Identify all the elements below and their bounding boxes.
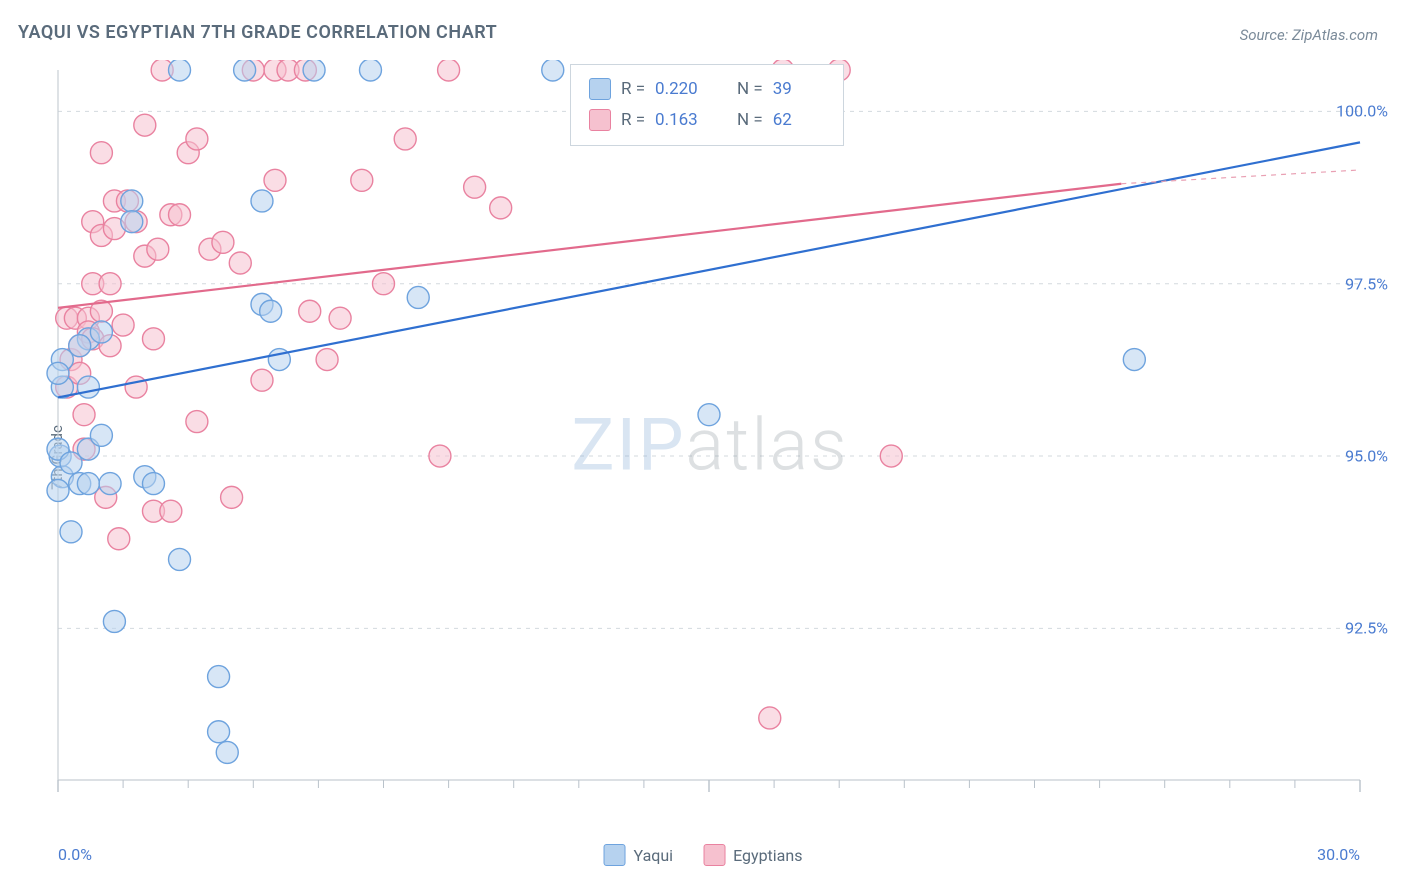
stats-legend-box: R = 0.220 N = 39 R = 0.163 N = 62 bbox=[570, 64, 844, 146]
chart-title: YAQUI VS EGYPTIAN 7TH GRADE CORRELATION … bbox=[18, 22, 497, 43]
stat-n-value: 62 bbox=[773, 106, 825, 135]
stat-r-value: 0.163 bbox=[655, 106, 707, 135]
stat-n-label: N = bbox=[737, 75, 763, 104]
y-tick-label: 100.0% bbox=[1336, 102, 1388, 121]
stat-row: R = 0.220 N = 39 bbox=[589, 75, 825, 104]
chart-container: YAQUI VS EGYPTIAN 7TH GRADE CORRELATION … bbox=[0, 0, 1406, 892]
x-tick-label: 0.0% bbox=[58, 845, 92, 864]
chart-area: 7th Grade ZIPatlas bbox=[40, 60, 1380, 830]
stat-n-label: N = bbox=[737, 106, 763, 135]
stat-swatch bbox=[589, 109, 611, 131]
source-attribution: Source: ZipAtlas.com bbox=[1240, 26, 1378, 44]
plot-svg bbox=[40, 60, 1380, 830]
legend-label: Egyptians bbox=[733, 846, 802, 865]
y-tick-label: 95.0% bbox=[1345, 447, 1388, 466]
legend-swatch bbox=[604, 844, 626, 866]
stat-swatch bbox=[589, 78, 611, 100]
stat-r-label: R = bbox=[621, 75, 645, 104]
legend-swatch bbox=[703, 844, 725, 866]
stat-n-value: 39 bbox=[773, 75, 825, 104]
legend-bottom: Yaqui Egyptians bbox=[604, 844, 803, 866]
legend-label: Yaqui bbox=[634, 846, 674, 865]
stat-r-label: R = bbox=[621, 106, 645, 135]
y-tick-label: 92.5% bbox=[1345, 619, 1388, 638]
y-tick-label: 97.5% bbox=[1345, 274, 1388, 293]
stat-row: R = 0.163 N = 62 bbox=[589, 106, 825, 135]
legend-item: Yaqui bbox=[604, 844, 674, 866]
x-tick-label: 30.0% bbox=[1317, 845, 1360, 864]
legend-item: Egyptians bbox=[703, 844, 802, 866]
stat-r-value: 0.220 bbox=[655, 75, 707, 104]
